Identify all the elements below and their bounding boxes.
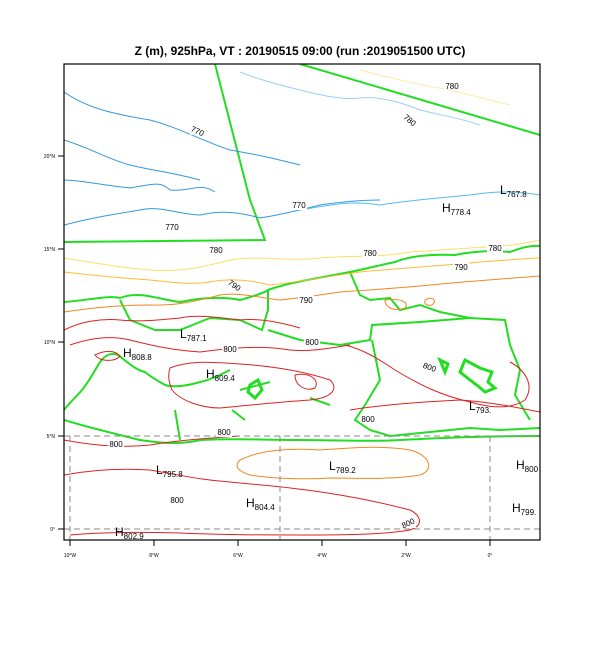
center-type: H [512,501,521,515]
center-value: 787.1 [187,334,208,343]
border-north-1 [64,64,267,243]
center-marker: H799. [512,501,536,517]
y-tick-label: 15°N [44,247,56,253]
center-value: 808.8 [132,353,153,362]
center-marker: L793. [469,399,491,415]
x-tick-label: 2°W [401,553,411,559]
x-tick-label: 6°W [233,553,243,559]
border-east [267,316,531,421]
contour-label: 780 [488,244,502,253]
border-lake-3 [437,356,450,377]
y-tick-label: 5°N [47,434,56,440]
x-tick-label: 0° [488,553,493,559]
center-type: H [123,346,132,360]
center-type: H [516,458,525,472]
contour-label: 790 [454,263,468,272]
center-type: L [156,463,163,477]
x-tick-label: 4°W [317,553,327,559]
center-marker: H802.9 [115,525,144,541]
center-type: H [115,525,124,539]
border-south-mid [353,339,540,438]
border-inner [174,381,331,441]
contour-label: 770 [292,201,306,210]
contour-label: 800 [170,496,184,505]
contour-label: 780 [363,249,377,258]
center-type: L [469,399,476,413]
contour-800 [64,315,540,536]
contour-label: 780 [445,82,459,91]
contour-label-group: 780 780 770 770 770 780 780 790 790 790 … [108,81,503,530]
center-marker: L795.8 [156,463,183,479]
y-tick-label: 20°N [44,154,56,160]
y-tick-label: 10°N [44,340,56,346]
border-sahel [64,244,540,304]
center-value: 767.8 [507,190,528,199]
center-type: L [180,327,187,341]
contour-label: 800 [305,338,319,347]
center-type: H [442,201,451,215]
country-borders [64,64,540,444]
pressure-centers: L767.8 H778.4 L787.1 H808.8 H809.4 L793.… [115,183,539,541]
center-type: H [246,496,255,510]
map-area: 780 780 770 770 770 780 780 790 790 790 … [64,64,540,541]
center-value: 804.4 [255,503,276,512]
contour-label: 800 [223,345,237,354]
grid-lines [64,435,540,540]
contour-label: 800 [217,428,231,437]
center-value: 793. [476,406,492,415]
center-value: 802.9 [124,532,145,541]
center-marker: L787.1 [180,327,207,343]
center-value: 789.2 [336,466,357,475]
border-north-2 [299,64,540,136]
x-axis [69,540,491,546]
border-center [349,271,471,319]
contour-label: 800 [422,361,438,374]
center-value: 795.8 [163,470,184,479]
contour-label: 770 [165,223,179,232]
center-type: H [206,367,215,381]
y-axis [58,155,64,530]
map-frame [63,63,541,541]
center-value: 800 [525,465,539,474]
center-marker: H800 [516,458,539,474]
contour-770 [64,91,540,226]
center-type: L [329,459,336,473]
center-value: 799. [521,508,537,517]
center-marker: H778.4 [442,201,471,217]
border-lake-1 [246,377,264,401]
center-type: L [500,183,507,197]
contour-790 [64,275,540,480]
border-coast [64,419,540,444]
center-value: 778.4 [451,208,472,217]
border-lake-2 [458,357,498,394]
x-tick-label: 10°W [64,553,77,559]
y-tick-label: 0° [50,527,55,533]
map-title: Z (m), 925hPa, VT : 20190515 09:00 (run … [134,44,466,58]
center-value: 809.4 [215,374,236,383]
center-marker: H804.4 [246,496,275,512]
center-marker: H808.8 [123,346,152,362]
x-tick-label: 8°W [149,553,159,559]
contour-label: 780 [209,246,223,255]
contour-label: 790 [299,296,313,305]
contour-label: 800 [109,440,123,449]
contour-label: 800 [361,415,375,424]
center-marker: H809.4 [206,367,235,383]
border-mid [119,290,269,332]
border-west [64,352,231,411]
center-marker: L789.2 [329,459,356,475]
center-marker: L767.8 [500,183,527,199]
